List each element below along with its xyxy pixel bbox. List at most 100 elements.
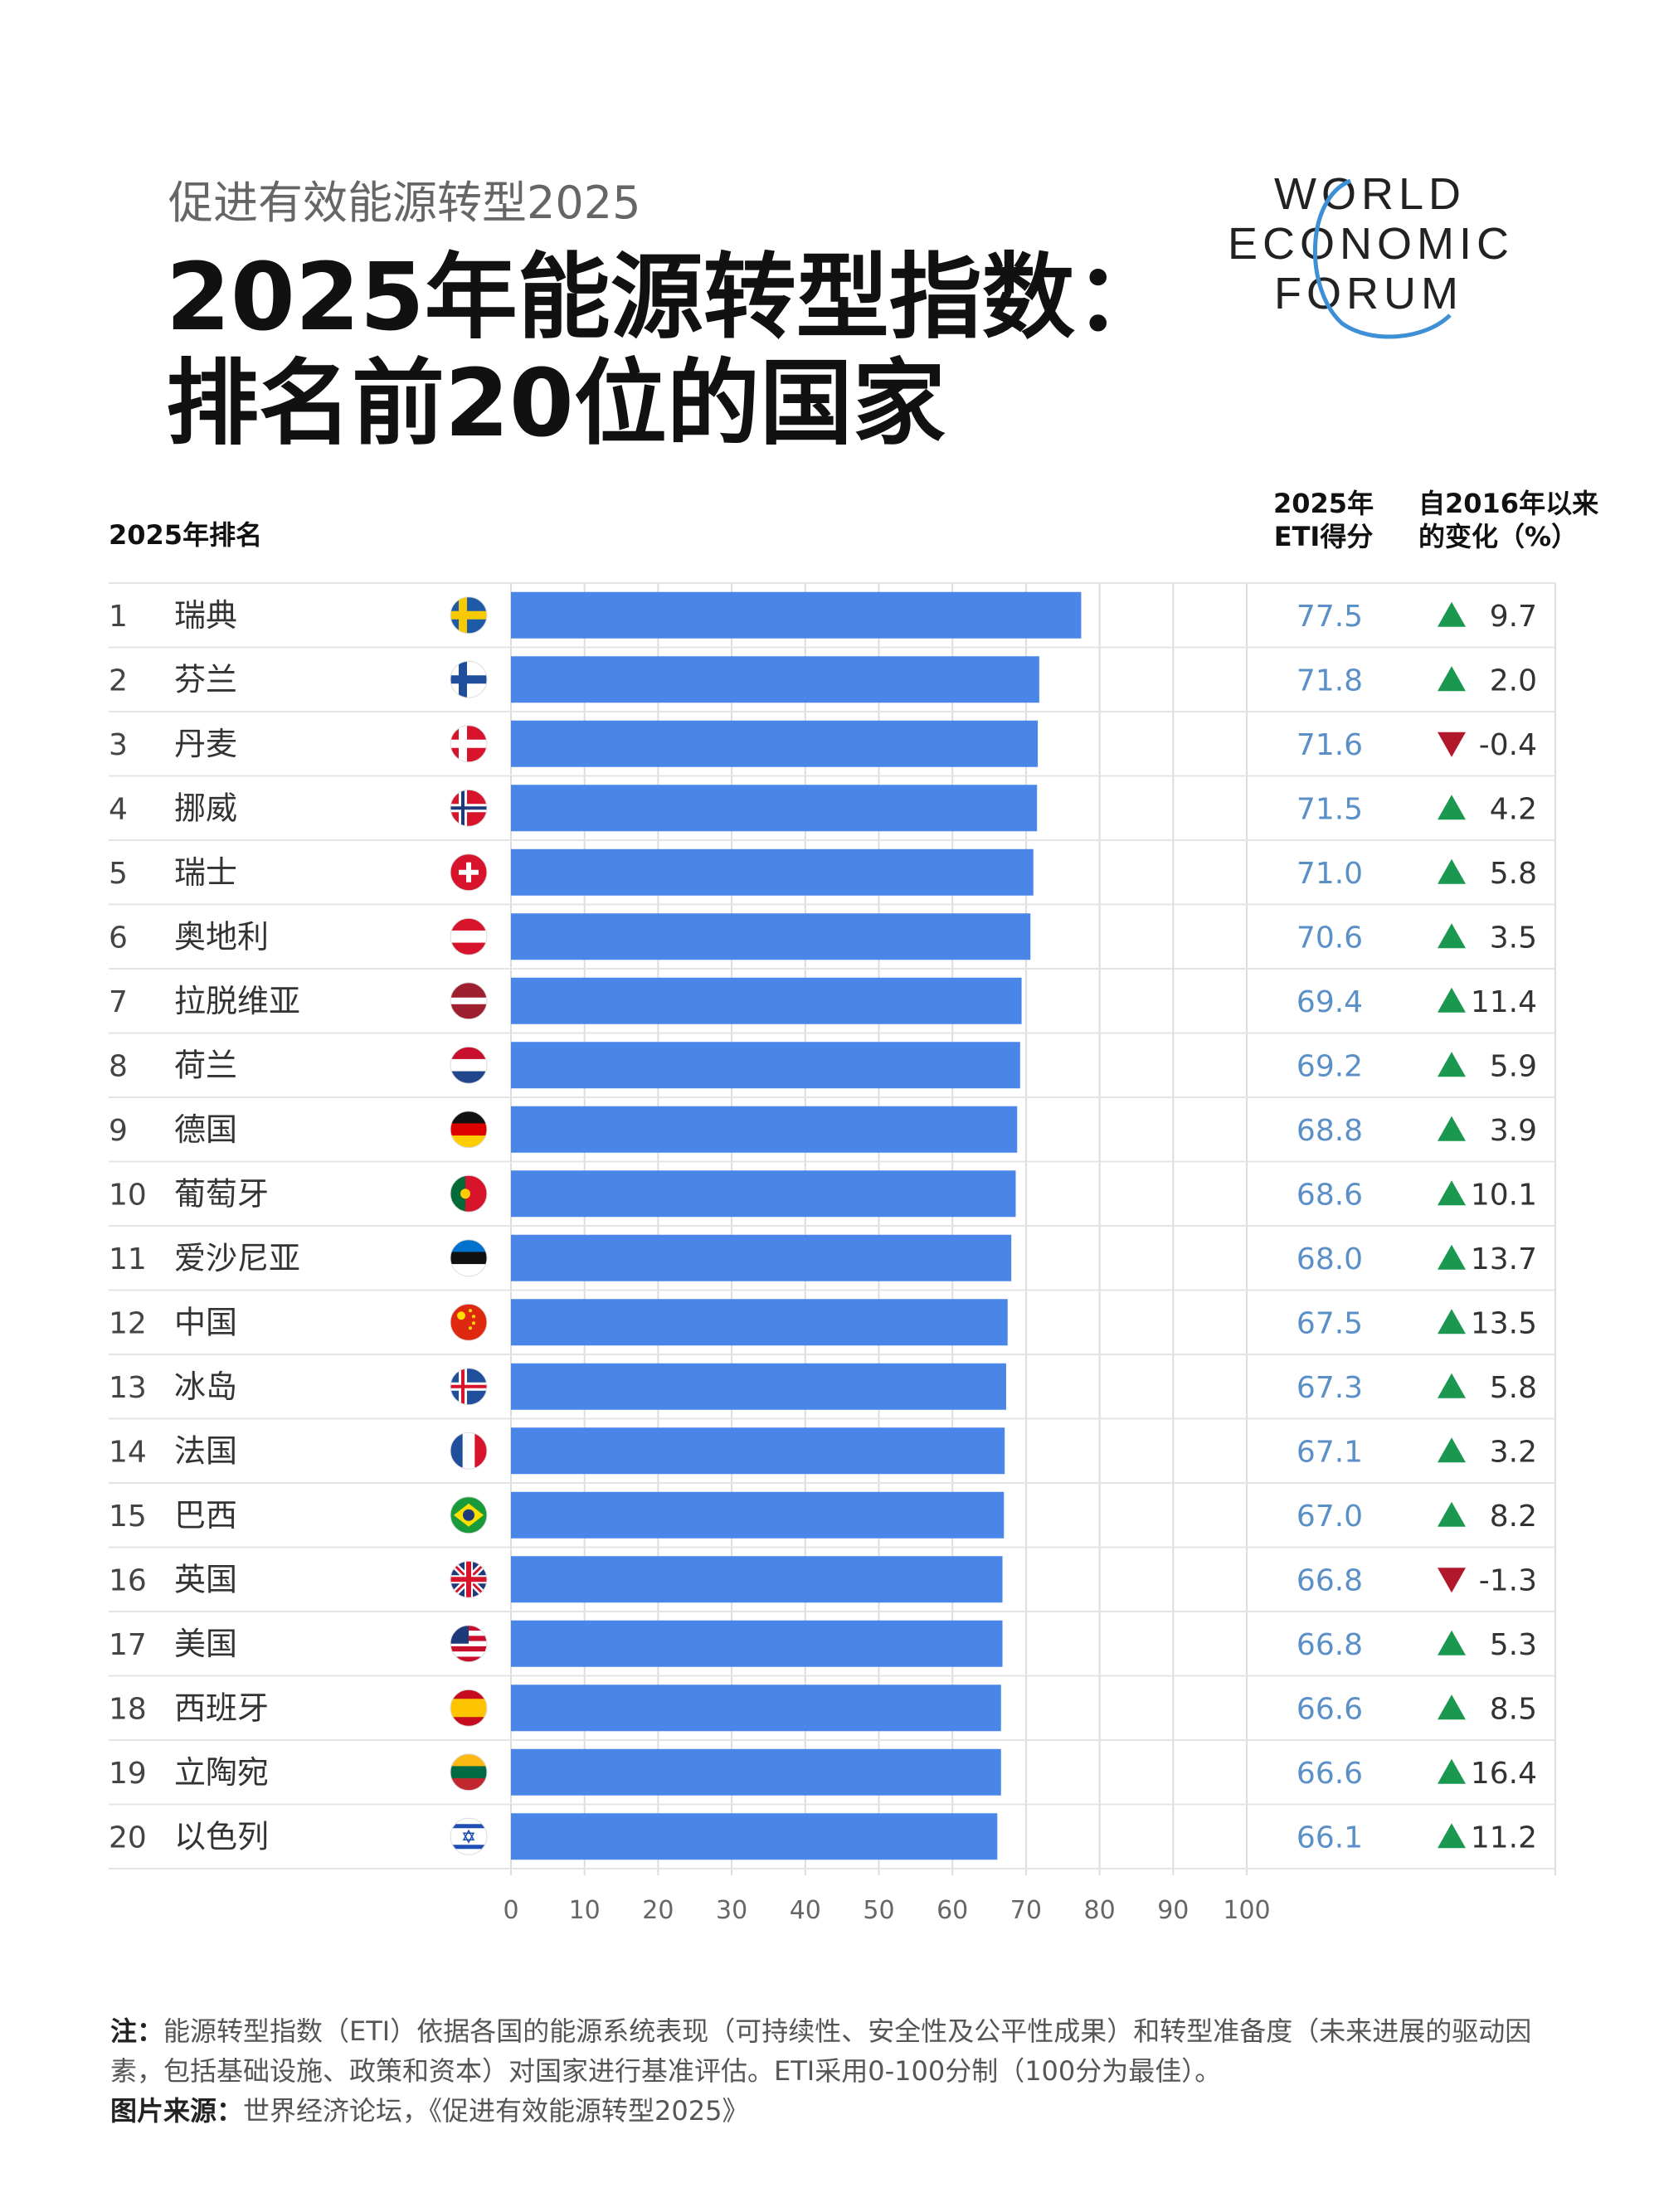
change-label: 13.7 bbox=[1471, 1242, 1537, 1276]
source-line: 图片来源：世界经济论坛，《促进有效能源转型2025》 bbox=[110, 2091, 1570, 2131]
rank-label: 19 bbox=[109, 1757, 147, 1791]
logo-word-3: FORUM bbox=[1274, 269, 1463, 318]
score-label: 66.6 bbox=[1297, 1757, 1363, 1791]
change-label: -1.3 bbox=[1479, 1563, 1537, 1597]
flag-icon-pt bbox=[450, 1174, 488, 1213]
up-arrow-icon bbox=[1438, 1758, 1466, 1784]
flag-icon-se bbox=[450, 596, 488, 634]
logo-arc bbox=[1313, 178, 1452, 339]
subtitle: 促进有效能源转型2025 bbox=[168, 177, 641, 229]
source-label: 图片来源： bbox=[110, 2095, 244, 2127]
down-arrow-icon bbox=[1438, 732, 1466, 757]
x-tick-label: 50 bbox=[863, 1896, 894, 1925]
up-arrow-icon bbox=[1438, 1501, 1466, 1527]
up-arrow-icon bbox=[1438, 666, 1466, 692]
flag-icon-lv bbox=[450, 982, 488, 1020]
country-label: 西班牙 bbox=[174, 1689, 269, 1726]
flag-icon-is bbox=[450, 1368, 488, 1406]
country-label: 拉脱维亚 bbox=[174, 983, 300, 1019]
change-header-line-1: 自2016年以来 bbox=[1418, 488, 1599, 519]
logo-word-1: WORLD bbox=[1274, 169, 1466, 219]
rank-label: 7 bbox=[109, 985, 128, 1019]
score-label: 67.5 bbox=[1297, 1306, 1363, 1340]
rank-label: 12 bbox=[109, 1306, 147, 1340]
country-label: 立陶宛 bbox=[174, 1754, 269, 1791]
score-label: 68.0 bbox=[1297, 1242, 1363, 1276]
country-label: 法国 bbox=[174, 1432, 237, 1469]
rank-label: 11 bbox=[109, 1242, 147, 1276]
score-label: 68.6 bbox=[1297, 1178, 1363, 1212]
bar bbox=[511, 1813, 998, 1860]
up-arrow-icon bbox=[1438, 1437, 1466, 1463]
bar bbox=[511, 1234, 1012, 1281]
up-arrow-icon bbox=[1438, 1630, 1466, 1655]
score-label: 71.5 bbox=[1297, 792, 1363, 826]
note-text: 能源转型指数（ETI）依据各国的能源系统表现（可持续性、安全性及公平性成果）和转… bbox=[110, 2015, 1532, 2087]
rank-label: 4 bbox=[109, 792, 128, 826]
score-column-header: 2025年 ETI得分 bbox=[1273, 487, 1374, 553]
change-label: 8.5 bbox=[1490, 1692, 1537, 1726]
flag-icon-dk bbox=[450, 725, 488, 763]
bar bbox=[511, 977, 1022, 1024]
note-paragraph: 注：能源转型指数（ETI）依据各国的能源系统表现（可持续性、安全性及公平性成果）… bbox=[110, 2011, 1570, 2091]
country-label: 冰岛 bbox=[174, 1369, 237, 1405]
score-label: 69.2 bbox=[1297, 1049, 1363, 1083]
x-tick-label: 20 bbox=[642, 1896, 674, 1925]
x-tick-label: 60 bbox=[937, 1896, 968, 1925]
rank-label: 13 bbox=[109, 1371, 147, 1405]
up-arrow-icon bbox=[1438, 1309, 1466, 1334]
bar bbox=[511, 591, 1082, 639]
x-tick-label: 10 bbox=[569, 1896, 601, 1925]
bar bbox=[511, 848, 1034, 896]
change-label: 11.2 bbox=[1471, 1821, 1537, 1855]
rank-label: 9 bbox=[109, 1114, 128, 1148]
score-label: 77.5 bbox=[1297, 600, 1363, 634]
up-arrow-icon bbox=[1438, 795, 1466, 820]
title-line-1: 2025年能源转型指数： bbox=[166, 244, 1168, 352]
up-arrow-icon bbox=[1438, 601, 1466, 627]
score-label: 67.3 bbox=[1297, 1371, 1363, 1405]
country-label: 中国 bbox=[174, 1304, 237, 1340]
rank-label: 20 bbox=[109, 1821, 147, 1855]
country-label: 荷兰 bbox=[174, 1047, 237, 1083]
bar bbox=[511, 1556, 1003, 1603]
score-header-line-2: ETI得分 bbox=[1273, 521, 1374, 552]
bar bbox=[511, 720, 1039, 767]
score-label: 67.1 bbox=[1297, 1435, 1363, 1469]
bar bbox=[511, 1491, 1005, 1539]
country-label: 美国 bbox=[174, 1626, 237, 1662]
page-title: 2025年能源转型指数： 排名前20位的国家 bbox=[166, 245, 1168, 457]
flag-icon-at bbox=[450, 917, 488, 955]
score-label: 67.0 bbox=[1297, 1500, 1363, 1534]
rank-label: 6 bbox=[109, 921, 128, 955]
score-label: 70.6 bbox=[1297, 921, 1363, 955]
bar bbox=[511, 1042, 1020, 1089]
up-arrow-icon bbox=[1438, 1116, 1466, 1141]
score-label: 66.8 bbox=[1297, 1563, 1363, 1597]
flag-icon-br bbox=[450, 1496, 488, 1534]
up-arrow-icon bbox=[1438, 1694, 1466, 1720]
up-arrow-icon bbox=[1438, 1052, 1466, 1077]
x-tick-label: 100 bbox=[1223, 1896, 1270, 1925]
score-label: 69.4 bbox=[1297, 985, 1363, 1019]
score-label: 71.0 bbox=[1297, 857, 1363, 891]
change-label: 10.1 bbox=[1471, 1178, 1537, 1212]
note-label: 注： bbox=[110, 2015, 164, 2047]
eti-chart: 0 10 20 30 40 50 60 70 80 90 100 1 瑞典 77.5 9.7 2 芬兰 71.8 2… bbox=[109, 582, 1556, 1925]
bar bbox=[511, 1363, 1006, 1410]
rank-label: 2 bbox=[109, 664, 128, 698]
flag-icon-ee bbox=[450, 1239, 488, 1277]
flag-icon-ch bbox=[450, 853, 488, 892]
score-label: 71.6 bbox=[1297, 728, 1363, 762]
change-label: 11.4 bbox=[1471, 985, 1537, 1019]
country-label: 挪威 bbox=[174, 790, 237, 826]
change-column-header: 自2016年以来 的变化（%） bbox=[1418, 487, 1598, 553]
change-label: 4.2 bbox=[1490, 792, 1537, 826]
score-label: 66.6 bbox=[1297, 1692, 1363, 1726]
change-label: 3.5 bbox=[1490, 921, 1537, 955]
score-label: 68.8 bbox=[1297, 1114, 1363, 1148]
country-label: 瑞士 bbox=[174, 854, 237, 891]
change-label: 5.3 bbox=[1490, 1628, 1537, 1662]
x-tick-label: 40 bbox=[790, 1896, 821, 1925]
country-label: 德国 bbox=[174, 1111, 237, 1148]
